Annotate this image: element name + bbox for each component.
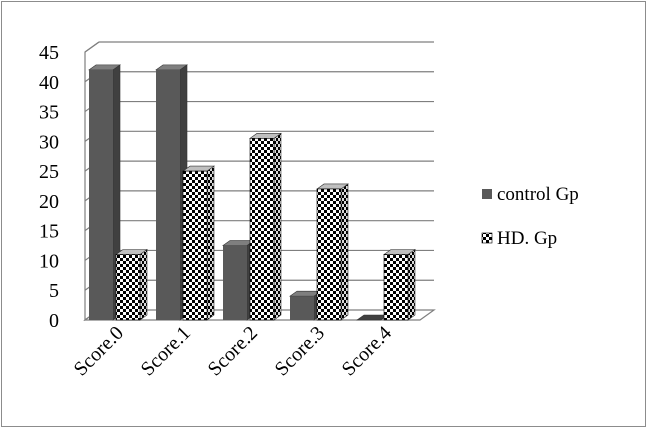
legend-swatch: [481, 232, 493, 244]
bar-front: [89, 69, 113, 320]
bar-front: [249, 138, 275, 321]
x-tick-label: Score.0: [70, 322, 128, 380]
y-tick-label: 25: [39, 161, 59, 183]
bars: [88, 64, 416, 321]
y-tick-label: 30: [39, 131, 59, 153]
y-tick-label: 40: [39, 72, 59, 94]
bar-control-score-0: [88, 64, 121, 321]
bar-hd-score-3: [316, 183, 349, 321]
y-tick-label: 5: [49, 280, 59, 302]
bar-control-score-1: [155, 64, 188, 321]
x-axis-ticks: Score.0 Score.1 Score.2 Score.3 Score.4: [70, 322, 396, 380]
legend-label: HD. Gp: [497, 228, 557, 249]
bar-front: [156, 69, 180, 320]
bar-hd-score-1: [182, 165, 215, 321]
y-tick-label: 10: [39, 250, 59, 272]
gridline-depth: [84, 41, 100, 53]
bar-hd-score-0: [115, 248, 148, 321]
legend: control Gp HD. Gp: [481, 184, 579, 249]
bar-front: [115, 254, 141, 321]
bar-control-score-3: [289, 290, 322, 321]
x-tick-label: Score.4: [338, 322, 396, 380]
y-tick-label: 0: [49, 310, 59, 332]
bar-hd-score-4: [383, 248, 416, 321]
bar-control-score-2: [222, 239, 255, 321]
x-tick-label: Score.1: [137, 322, 195, 380]
y-tick-label: 20: [39, 191, 59, 213]
bar-side: [407, 248, 416, 321]
y-tick-label: 35: [39, 102, 59, 124]
bar-side: [206, 165, 215, 321]
y-tick-label: 45: [39, 42, 59, 64]
bar-side: [340, 183, 349, 321]
bar-front: [182, 170, 208, 321]
bar-front: [290, 296, 314, 320]
bar-front: [383, 254, 409, 321]
bar-side: [139, 248, 148, 321]
legend-label: control Gp: [497, 184, 579, 205]
y-axis-ticks: 0 5 10 15 20 25 30 35 40 45: [39, 42, 59, 332]
x-tick-label: Score.3: [271, 322, 329, 380]
bar-hd-score-2: [249, 132, 282, 321]
bar-front: [223, 245, 247, 320]
bar-front: [316, 188, 342, 321]
y-tick-label: 15: [39, 221, 59, 243]
x-tick-label: Score.2: [204, 322, 262, 380]
legend-swatch: [482, 189, 492, 199]
bar-side: [273, 132, 282, 321]
